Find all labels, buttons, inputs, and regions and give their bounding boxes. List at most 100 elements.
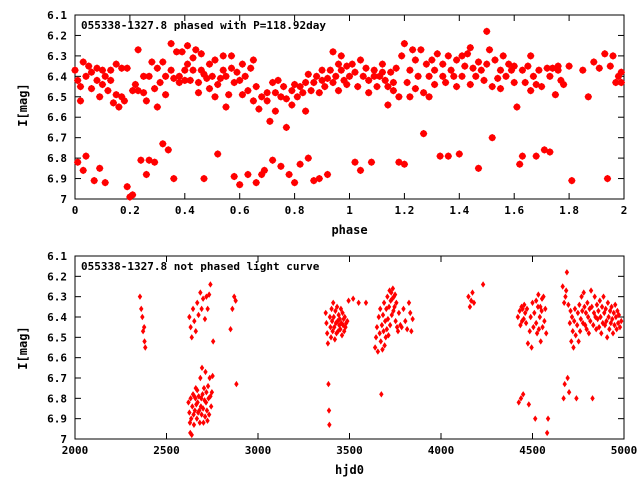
data-point — [533, 415, 538, 422]
y-tick-label: 6.1 — [47, 9, 67, 22]
data-point — [351, 68, 359, 76]
data-point — [605, 299, 611, 306]
data-point — [390, 285, 396, 292]
data-point — [518, 66, 527, 74]
data-point — [598, 313, 603, 321]
data-point — [288, 86, 296, 95]
data-point — [290, 80, 299, 89]
data-point — [329, 317, 335, 325]
data-point — [452, 82, 461, 91]
data-point — [546, 72, 554, 81]
data-point — [332, 323, 337, 331]
data-point — [466, 293, 471, 300]
data-point — [252, 82, 260, 91]
data-point — [520, 391, 526, 398]
data-point — [145, 72, 153, 81]
data-point — [178, 48, 186, 56]
data-point — [393, 317, 398, 325]
data-point — [142, 338, 147, 345]
data-point — [589, 303, 594, 311]
x-tick-label: 1 — [346, 204, 353, 217]
data-point — [205, 84, 214, 93]
data-point — [548, 64, 557, 72]
data-point — [190, 305, 196, 313]
data-point — [238, 60, 247, 68]
data-point — [518, 321, 523, 329]
data-point — [376, 313, 381, 321]
data-point — [134, 46, 142, 54]
data-point — [561, 299, 567, 306]
data-point — [428, 56, 436, 64]
data-point — [296, 82, 304, 91]
data-point — [572, 317, 577, 325]
data-point — [194, 415, 200, 422]
data-point — [187, 409, 192, 416]
data-point — [210, 372, 215, 380]
x-axis-label: phase — [331, 223, 367, 237]
data-point — [195, 399, 200, 406]
data-point — [211, 56, 219, 64]
data-point — [200, 295, 206, 302]
chart-panel-1: 0 0.2 0.4 0.6 0.8 1 1.2 1.4 1.6 1.8 2 6.1 6.2 6.3 6.4 6… — [16, 9, 627, 237]
data-point — [430, 80, 439, 89]
y-tick-label: 6.9 — [47, 413, 67, 426]
data-point — [189, 415, 194, 422]
data-point — [596, 323, 602, 331]
data-point — [195, 409, 201, 416]
data-point — [447, 66, 455, 74]
data-point — [364, 88, 373, 97]
data-point — [153, 64, 162, 72]
data-point — [205, 60, 214, 68]
data-point — [186, 76, 195, 85]
data-point — [362, 64, 370, 72]
data-point — [384, 82, 392, 91]
data-point — [532, 309, 537, 317]
data-point — [197, 407, 202, 414]
data-point — [515, 160, 524, 168]
data-point — [241, 72, 249, 81]
data-point — [332, 72, 340, 81]
data-point — [82, 152, 90, 160]
data-point — [386, 303, 392, 311]
data-point — [384, 101, 392, 109]
data-point — [568, 307, 573, 315]
data-point — [199, 411, 204, 418]
data-point — [516, 399, 521, 406]
data-point — [524, 62, 532, 70]
data-point — [539, 307, 544, 315]
data-point — [330, 328, 335, 335]
data-point — [260, 166, 269, 175]
data-point — [612, 321, 617, 329]
data-point — [400, 39, 409, 48]
data-point — [150, 158, 159, 166]
data-point — [328, 323, 333, 331]
data-point — [612, 78, 620, 87]
x-tick-label: 3000 — [245, 444, 272, 457]
data-point — [101, 178, 109, 187]
data-point — [463, 50, 472, 58]
data-point — [193, 328, 198, 335]
data-point — [194, 88, 203, 97]
data-point — [526, 401, 532, 408]
data-point — [285, 170, 293, 179]
data-point — [206, 291, 212, 298]
data-point — [392, 291, 398, 298]
data-point — [381, 328, 386, 335]
x-tick-label: 1.4 — [449, 204, 469, 217]
data-point — [488, 82, 496, 91]
x-axis-label: hjd0 — [335, 463, 364, 477]
data-point — [348, 60, 356, 68]
data-point — [293, 93, 302, 101]
data-point — [389, 86, 398, 95]
data-point — [419, 88, 428, 97]
data-point — [444, 52, 453, 60]
data-point — [204, 407, 210, 414]
data-point — [544, 330, 549, 337]
data-point — [386, 332, 391, 339]
x-tick-label: 0.6 — [230, 204, 250, 217]
data-point — [257, 93, 266, 101]
data-point — [233, 297, 238, 304]
data-point — [603, 305, 608, 313]
y-tick-label: 6.4 — [47, 70, 67, 83]
data-point — [439, 72, 447, 81]
